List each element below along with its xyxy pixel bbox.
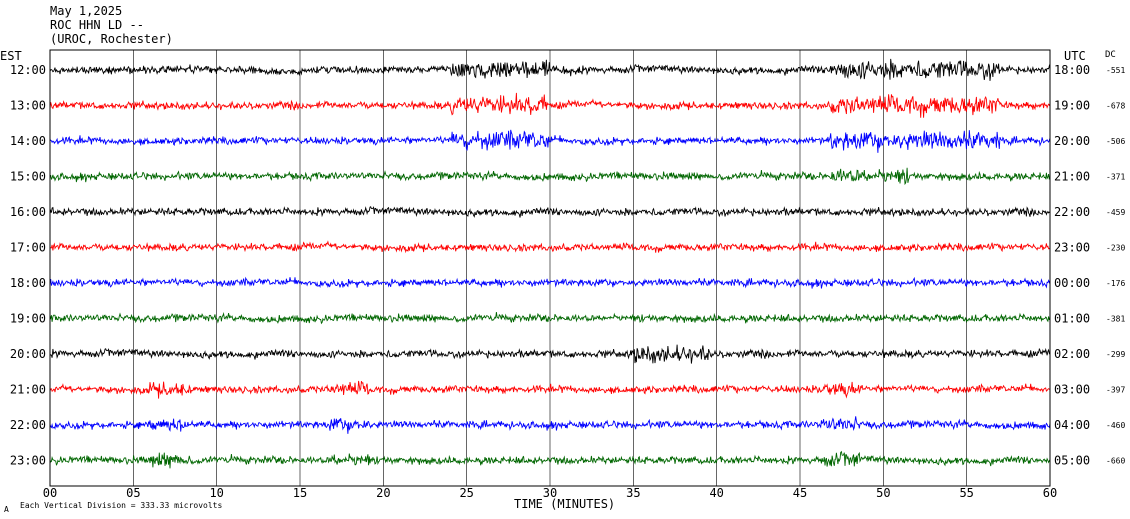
dc-offset-label: -230 [1106, 244, 1125, 253]
x-tick-label: 45 [793, 486, 807, 500]
est-hour-label: 17:00 [10, 241, 46, 255]
axis-labels: 00 05 10 15 20 25 30 35 40 45 50 55 60 12:00 18:00 -551… [10, 63, 1126, 500]
utc-hour-label: 22:00 [1054, 205, 1090, 219]
trace-row [49, 344, 1051, 364]
est-hour-label: 18:00 [10, 276, 46, 290]
x-tick-label: 50 [876, 486, 890, 500]
chart-date: May 1,2025 [50, 4, 123, 18]
x-tick-label: 20 [376, 486, 390, 500]
x-tick-label: 00 [43, 486, 57, 500]
est-hour-label: 16:00 [10, 205, 46, 219]
x-tick-label: 15 [293, 486, 307, 500]
est-hour-label: 12:00 [10, 63, 46, 77]
utc-hour-label: 05:00 [1054, 454, 1090, 468]
seismic-traces [49, 58, 1051, 469]
trace-row [49, 416, 1051, 434]
x-tick-label: 30 [543, 486, 557, 500]
utc-hour-label: 21:00 [1054, 170, 1090, 184]
trace-row [49, 276, 1051, 289]
x-tick-label: 55 [959, 486, 973, 500]
x-axis-title: TIME (MINUTES) [514, 497, 615, 511]
utc-hour-label: 03:00 [1054, 383, 1090, 397]
dc-offset-label: -506 [1106, 137, 1125, 146]
trace-row [49, 58, 1051, 81]
dc-offset-label: -397 [1106, 386, 1125, 395]
trace-row [49, 311, 1050, 325]
dc-offset-label: -371 [1106, 173, 1125, 182]
dc-offset-label: -299 [1106, 350, 1125, 359]
utc-hour-label: 18:00 [1054, 63, 1090, 77]
trace-row [49, 92, 1051, 118]
corner-mark: A [4, 505, 9, 514]
x-tick-label: 60 [1043, 486, 1057, 500]
est-hour-label: 22:00 [10, 418, 46, 432]
utc-hour-label: 20:00 [1054, 134, 1090, 148]
dc-offset-label: -176 [1106, 279, 1125, 288]
utc-hour-label: 02:00 [1054, 347, 1090, 361]
est-hour-label: 15:00 [10, 170, 46, 184]
est-hour-label: 20:00 [10, 347, 46, 361]
dc-offset-label: -678 [1106, 102, 1125, 111]
utc-hour-label: 04:00 [1054, 418, 1090, 432]
trace-row [49, 240, 1051, 254]
est-hour-label: 23:00 [10, 454, 46, 468]
dc-offset-label: -551 [1106, 66, 1125, 75]
scale-note: Each Vertical Division = 333.33 microvol… [20, 501, 222, 510]
est-hour-label: 14:00 [10, 134, 46, 148]
dc-offset-label: -459 [1106, 208, 1125, 217]
utc-hour-label: 01:00 [1054, 312, 1090, 326]
est-hour-label: 13:00 [10, 99, 46, 113]
x-tick-label: 25 [459, 486, 473, 500]
dc-offset-label: -381 [1106, 315, 1125, 324]
utc-hour-label: 19:00 [1054, 99, 1090, 113]
utc-axis-title: UTC [1064, 49, 1086, 63]
utc-hour-label: 23:00 [1054, 241, 1090, 255]
est-axis-title: EST [0, 49, 22, 63]
trace-row [49, 450, 1051, 469]
trace-row [49, 167, 1051, 186]
trace-row [49, 206, 1051, 218]
dc-offset-label: -460 [1106, 421, 1125, 430]
x-tick-label: 05 [126, 486, 140, 500]
station-code: ROC HHN LD -- [50, 18, 144, 32]
est-hour-label: 19:00 [10, 312, 46, 326]
station-location: (UROC, Rochester) [50, 32, 173, 46]
trace-row [49, 380, 1051, 399]
x-tick-label: 10 [209, 486, 223, 500]
trace-row [49, 129, 1051, 153]
grid-lines [49, 50, 1051, 486]
dc-axis-title: DC [1105, 50, 1116, 60]
plot-frame [49, 49, 1051, 487]
x-tick-label: 40 [709, 486, 723, 500]
est-hour-label: 21:00 [10, 383, 46, 397]
dc-offset-label: -660 [1106, 457, 1125, 466]
x-tick-label: 35 [626, 486, 640, 500]
utc-hour-label: 00:00 [1054, 276, 1090, 290]
